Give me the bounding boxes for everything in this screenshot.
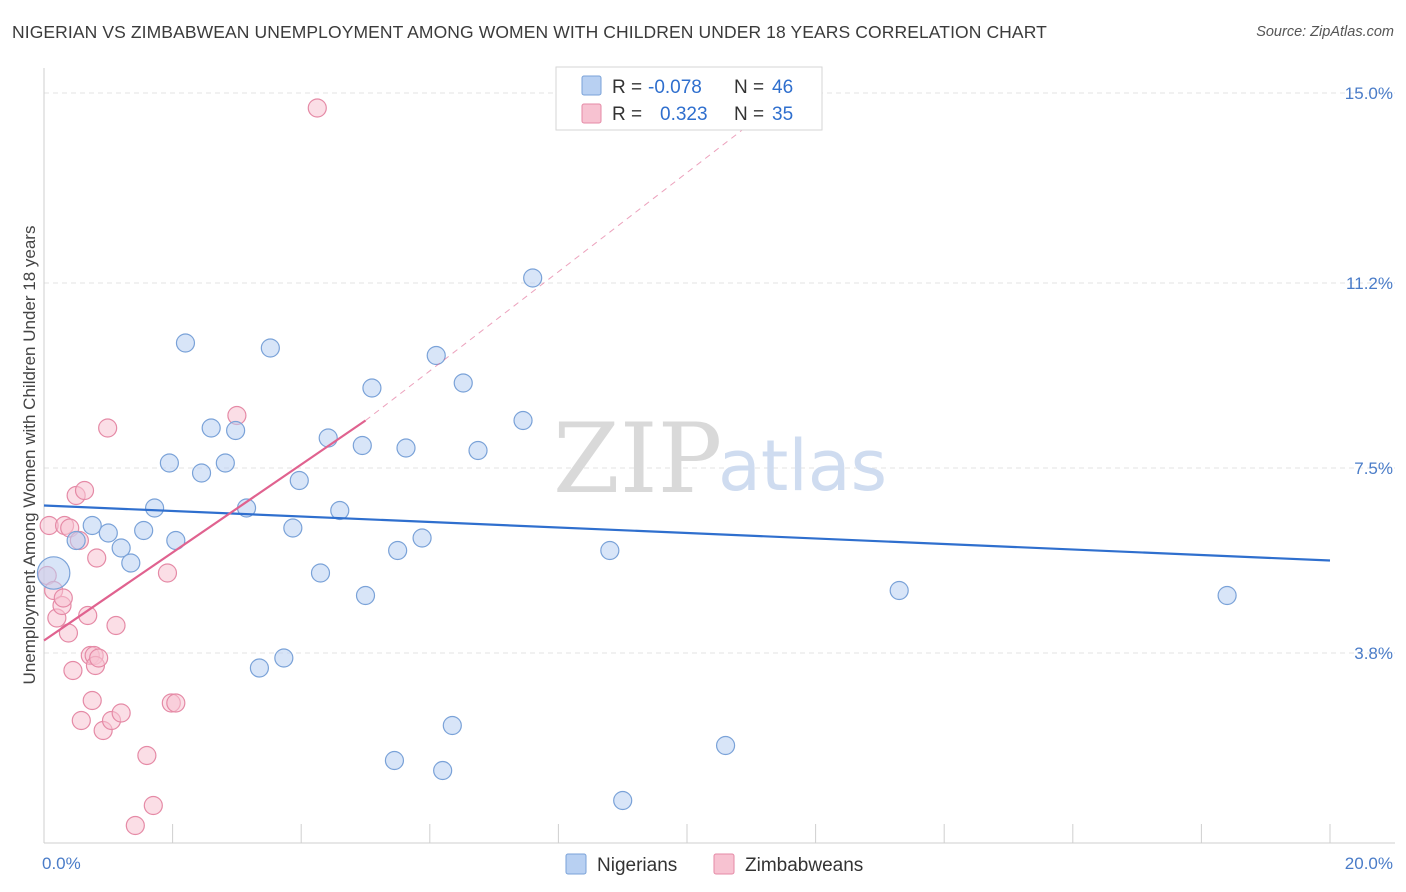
series-legend-label-nigerians: Nigerians xyxy=(597,855,677,876)
legend-n-label-nigerians: N = xyxy=(734,77,764,98)
nigerian-point xyxy=(226,420,246,441)
x-tick-label: 20.0% xyxy=(1345,854,1393,873)
axes xyxy=(43,68,1395,844)
nigerian-point xyxy=(384,750,405,771)
zimbabwean-point xyxy=(87,548,107,568)
nigerian-point xyxy=(355,585,376,606)
nigerian-point xyxy=(426,345,446,366)
nigerian-point xyxy=(513,410,533,431)
y-tick-label: 7.5% xyxy=(1354,459,1393,478)
y-tick-labels: 3.8% 7.5% 11.2% 15.0% xyxy=(1345,84,1393,663)
correlation-legend: R = -0.078 N = 46 R = 0.323 N = 35 xyxy=(555,66,823,131)
x-tick-labels: 0.0% 20.0% xyxy=(42,854,1393,873)
nigerian-point xyxy=(36,556,71,590)
watermark-atlas: atlas xyxy=(718,425,887,507)
chart-title: NIGERIAN VS ZIMBABWEAN UNEMPLOYMENT AMON… xyxy=(12,22,1047,42)
nigerian-point xyxy=(82,515,102,536)
nigerian-point xyxy=(215,453,235,473)
zimbabwean-point xyxy=(307,98,327,118)
series-legend-label-zimbabweans: Zimbabweans xyxy=(745,855,863,876)
legend-n-label-zimbabweans: N = xyxy=(734,104,764,125)
zimbabwean-point xyxy=(157,563,178,583)
nigerian-point xyxy=(468,440,488,461)
legend-n-value-nigerians: 46 xyxy=(772,77,793,98)
zimbabwean-point xyxy=(111,703,131,723)
zimbabwean-point xyxy=(137,745,157,766)
zimbabwean-point xyxy=(53,588,73,608)
y-tick-label: 15.0% xyxy=(1345,84,1393,103)
zimbabwean-trend-extension xyxy=(365,122,752,421)
series-legend: Nigerians Zimbabweans xyxy=(565,853,863,876)
trend-lines xyxy=(43,122,1331,642)
nigerian-point xyxy=(144,498,165,518)
nigerian-point xyxy=(318,428,338,448)
series-legend-swatch-nigerians xyxy=(565,853,587,875)
nigerian-point xyxy=(442,715,462,736)
legend-r-label-nigerians: R = xyxy=(612,77,642,98)
zimbabwean-point xyxy=(89,648,109,668)
nigerian-point xyxy=(453,373,473,393)
nigerian-point xyxy=(283,518,303,538)
watermark-zip: ZIP xyxy=(553,403,722,515)
source-label: Source: ZipAtlas.com xyxy=(1256,24,1394,40)
nigerian-point xyxy=(201,418,221,438)
zimbabwean-point xyxy=(58,623,79,643)
zimbabwean-point xyxy=(166,693,186,713)
nigerian-point xyxy=(715,735,736,756)
nigerian-point xyxy=(260,338,280,358)
nigerian-point xyxy=(98,523,118,543)
nigerian-point xyxy=(310,563,331,583)
zimbabwean-point xyxy=(125,815,145,836)
zimbabwean-points xyxy=(37,98,327,836)
x-tick-label: 0.0% xyxy=(42,854,81,873)
legend-swatch-zimbabweans xyxy=(581,103,602,124)
nigerian-point xyxy=(613,790,633,811)
zimbabwean-point xyxy=(63,660,83,681)
zimbabwean-point xyxy=(106,615,126,636)
zimbabwean-point xyxy=(143,795,163,816)
zimbabwean-point xyxy=(74,480,95,501)
nigerian-point xyxy=(289,470,309,491)
legend-r-label-zimbabweans: R = xyxy=(612,104,642,125)
nigerian-point xyxy=(159,453,179,473)
nigerian-point xyxy=(600,540,620,561)
y-tick-label: 11.2% xyxy=(1346,274,1393,293)
nigerian-point xyxy=(388,540,408,561)
zimbabwean-point xyxy=(82,690,102,711)
nigerian-point xyxy=(134,520,154,541)
nigerian-point xyxy=(523,268,543,288)
nigerian-point xyxy=(889,580,909,601)
series-legend-swatch-zimbabweans xyxy=(713,853,735,875)
legend-n-value-zimbabweans: 35 xyxy=(772,104,793,125)
nigerian-point xyxy=(111,538,131,558)
nigerian-point xyxy=(433,760,453,781)
watermark: ZIP atlas xyxy=(553,403,887,515)
gridlines xyxy=(44,92,1395,654)
y-tick-label: 3.8% xyxy=(1354,644,1393,663)
x-minor-ticks xyxy=(172,824,1331,843)
zimbabwean-point xyxy=(71,710,91,731)
nigerian-point xyxy=(362,378,382,398)
nigerian-point xyxy=(249,658,270,678)
nigerian-point xyxy=(121,553,141,573)
zimbabwean-point xyxy=(98,418,118,438)
nigerian-point xyxy=(396,438,416,458)
nigerian-point xyxy=(191,463,212,483)
nigerian-trend-line xyxy=(43,504,1331,562)
nigerian-point xyxy=(1217,585,1237,606)
nigerian-point xyxy=(412,528,432,548)
y-axis-label: Unemployment Among Women with Children U… xyxy=(20,226,39,685)
nigerian-point xyxy=(175,333,196,353)
nigerian-point xyxy=(274,648,294,668)
nigerian-point xyxy=(66,530,86,551)
legend-r-value-nigerians: -0.078 xyxy=(648,77,702,98)
legend-swatch-nigerians xyxy=(581,75,602,96)
zimbabwean-trend-line xyxy=(43,419,367,642)
nigerian-point xyxy=(352,435,372,456)
nigerian-point xyxy=(330,500,350,521)
legend-r-value-zimbabweans: 0.323 xyxy=(660,104,708,125)
